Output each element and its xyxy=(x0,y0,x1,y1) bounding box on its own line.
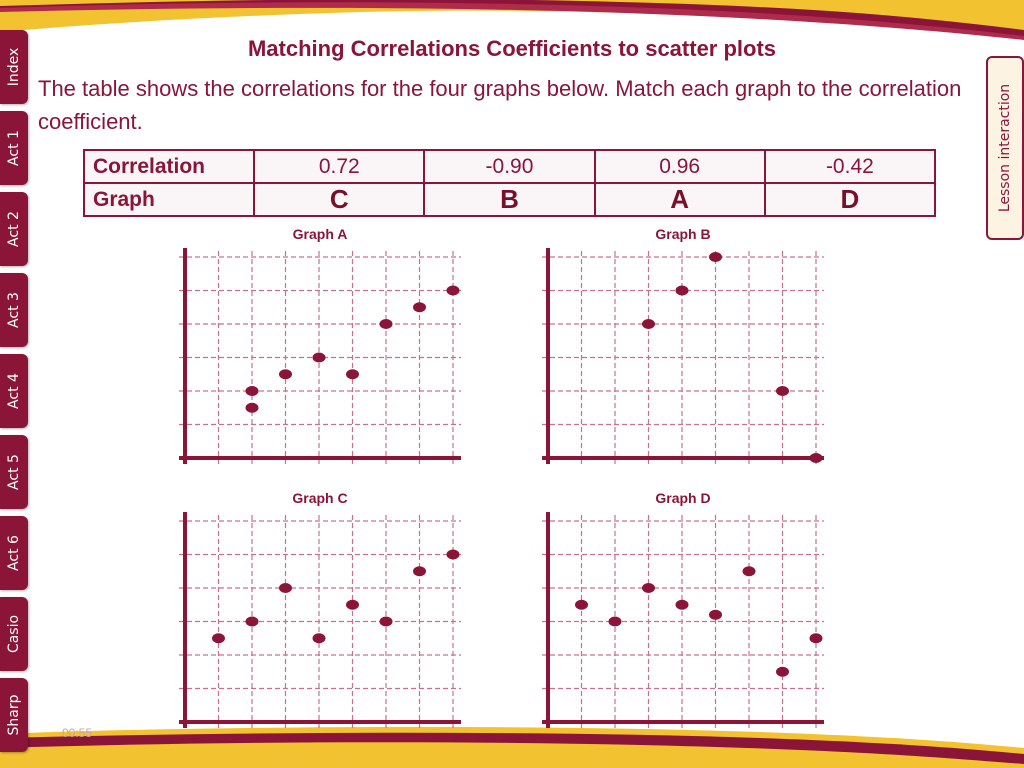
nav-tab-label: Act 4 xyxy=(6,373,22,409)
bottom-banner xyxy=(0,726,1024,768)
graph-header: Graph xyxy=(82,182,256,217)
graph-title: Graph C xyxy=(292,490,348,506)
nav-tab-label: Act 3 xyxy=(6,292,22,328)
correlation-row: Correlation 0.72 -0.90 0.96 -0.42 xyxy=(82,149,937,184)
data-point xyxy=(312,633,326,644)
instructions-text: The table shows the correlations for the… xyxy=(38,76,962,134)
time-label: 00:55 xyxy=(62,726,93,740)
data-point xyxy=(675,599,689,610)
data-point xyxy=(245,386,259,396)
data-point xyxy=(608,616,622,627)
data-point xyxy=(446,549,460,560)
correlation-value: 0.96 xyxy=(593,149,766,184)
data-point xyxy=(642,583,655,593)
data-point xyxy=(776,666,789,677)
correlation-value: -0.42 xyxy=(763,149,937,184)
top-banner xyxy=(0,0,1024,41)
data-point xyxy=(346,369,359,380)
data-point xyxy=(809,453,823,463)
data-point xyxy=(413,566,426,577)
graph-d-plot xyxy=(542,512,824,728)
data-point xyxy=(379,319,393,329)
nav-tab-label: Act 1 xyxy=(6,130,22,166)
data-point xyxy=(279,369,292,380)
nav-tab-label: Act 2 xyxy=(6,211,22,247)
graph-d: Graph D xyxy=(538,490,828,730)
data-point xyxy=(709,609,722,620)
graph-c: Graph C xyxy=(175,490,465,730)
data-point xyxy=(413,302,426,313)
graph-answer[interactable]: A xyxy=(593,182,766,217)
data-point xyxy=(709,252,722,262)
data-point xyxy=(279,583,292,593)
nav-tab-casio[interactable]: Casio xyxy=(0,597,28,671)
data-point xyxy=(642,319,655,329)
nav-tab-index[interactable]: Index xyxy=(0,30,28,104)
data-point xyxy=(446,285,460,296)
graph-answer[interactable]: D xyxy=(763,182,937,217)
graph-answer[interactable]: B xyxy=(423,182,596,217)
data-point xyxy=(809,633,823,644)
nav-tab-label: Sharp xyxy=(6,694,22,736)
graph-title: Graph D xyxy=(655,490,711,506)
graph-b-plot xyxy=(542,248,824,464)
data-point xyxy=(346,599,359,610)
graph-title: Graph B xyxy=(655,226,711,242)
correlation-value: -0.90 xyxy=(423,149,596,184)
data-point xyxy=(742,566,756,577)
lesson-interaction-label: Lesson interaction xyxy=(997,83,1013,213)
nav-tab-act-5[interactable]: Act 5 xyxy=(0,435,28,509)
page-title: Matching Correlations Coefficients to sc… xyxy=(247,36,777,61)
graph-answer[interactable]: C xyxy=(253,182,426,217)
graph-a: Graph A xyxy=(175,226,465,466)
graph-title: Graph A xyxy=(292,226,348,242)
nav-tab-act-4[interactable]: Act 4 xyxy=(0,354,28,428)
data-point xyxy=(212,633,225,644)
data-point xyxy=(379,616,393,627)
correlation-header: Correlation xyxy=(82,149,256,184)
nav-tab-act-6[interactable]: Act 6 xyxy=(0,516,28,590)
lesson-interaction-tab[interactable]: Lesson interaction xyxy=(986,56,1024,240)
nav-tab-act-3[interactable]: Act 3 xyxy=(0,273,28,347)
data-point xyxy=(776,386,789,396)
graph-c-plot xyxy=(179,512,461,728)
correlation-value: 0.72 xyxy=(253,149,426,184)
correlation-table: Correlation 0.72 -0.90 0.96 -0.42 Graph … xyxy=(82,149,937,217)
data-point xyxy=(575,599,588,610)
nav-tab-label: Act 6 xyxy=(6,535,22,571)
nav-tab-label: Act 5 xyxy=(6,454,22,490)
data-point xyxy=(312,352,326,363)
nav-tab-act-2[interactable]: Act 2 xyxy=(0,192,28,266)
nav-tab-act-1[interactable]: Act 1 xyxy=(0,111,28,185)
graph-a-plot xyxy=(179,248,461,464)
data-point xyxy=(245,616,259,627)
nav-tab-label: Casio xyxy=(6,614,22,654)
graph-b: Graph B xyxy=(538,226,828,466)
data-point xyxy=(675,285,689,296)
graph-row: Graph C B A D xyxy=(82,182,937,217)
data-point xyxy=(245,402,259,413)
nav-tab-sharp[interactable]: Sharp xyxy=(0,678,28,752)
